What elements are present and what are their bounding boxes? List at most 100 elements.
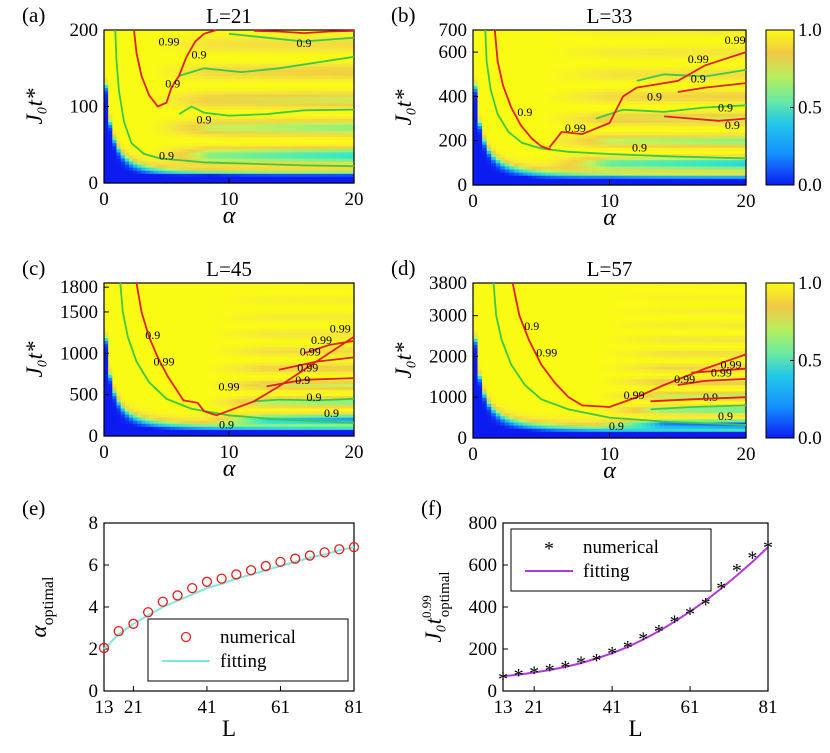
heatmap-cell bbox=[329, 54, 334, 59]
heatmap-cell bbox=[559, 88, 565, 93]
heatmap-cell bbox=[577, 119, 583, 124]
heatmap-cell bbox=[320, 72, 326, 77]
heatmap-cell bbox=[170, 78, 176, 83]
heatmap-cell bbox=[279, 33, 284, 37]
heatmap-cell bbox=[220, 158, 226, 163]
heatmap-cell bbox=[220, 36, 226, 40]
heatmap-cell bbox=[195, 155, 201, 160]
heatmap-cell bbox=[320, 36, 326, 40]
heatmap-cell bbox=[287, 121, 293, 126]
heatmap-cell bbox=[137, 176, 143, 181]
heatmap-cell bbox=[595, 163, 601, 167]
heatmap-cell bbox=[636, 113, 642, 118]
heatmap-cell bbox=[541, 113, 547, 118]
heatmap-cell bbox=[262, 100, 268, 105]
heatmap-cell bbox=[577, 48, 583, 53]
heatmap-cell bbox=[554, 175, 561, 180]
heatmap-cell bbox=[166, 30, 172, 34]
heatmap-cell bbox=[224, 121, 230, 126]
heatmap-cell bbox=[270, 115, 276, 120]
heatmap-cell bbox=[636, 129, 642, 133]
heatmap-cell bbox=[541, 160, 547, 164]
heatmap-cell bbox=[112, 88, 118, 92]
heatmap-cell bbox=[527, 178, 533, 183]
heatmap-cell bbox=[550, 48, 556, 53]
heatmap-cell bbox=[258, 109, 263, 114]
heatmap-cell bbox=[536, 138, 542, 143]
heatmap-cell bbox=[295, 82, 301, 86]
heatmap-cell bbox=[216, 134, 222, 138]
heatmap-cell bbox=[324, 161, 330, 166]
heatmap-cell bbox=[614, 116, 620, 121]
heatmap-cell bbox=[224, 94, 230, 98]
heatmap-cell bbox=[133, 103, 138, 108]
heatmap-cell bbox=[614, 39, 620, 43]
heatmap-cell bbox=[295, 36, 301, 40]
heatmap-cell bbox=[604, 172, 611, 177]
heatmap-cell bbox=[577, 51, 583, 56]
heatmap-cell bbox=[518, 138, 524, 143]
heatmap-cell bbox=[133, 30, 138, 34]
heatmap-cell bbox=[345, 170, 351, 175]
heatmap-cell bbox=[154, 158, 159, 163]
heatmap-cell bbox=[316, 179, 322, 184]
heatmap-cell bbox=[141, 88, 147, 92]
heatmap-cell bbox=[333, 134, 338, 138]
heatmap-cell bbox=[183, 42, 188, 46]
heatmap-cell bbox=[473, 144, 479, 149]
heatmap-cell bbox=[229, 130, 234, 135]
heatmap-cell bbox=[145, 30, 151, 34]
heatmap-cell bbox=[591, 157, 597, 161]
heatmap-cell bbox=[509, 141, 515, 146]
heatmap-cell bbox=[504, 39, 510, 43]
heatmap-cell bbox=[545, 30, 551, 34]
heatmap-cell bbox=[604, 178, 611, 183]
heatmap-cell bbox=[541, 42, 547, 47]
heatmap-cell bbox=[216, 106, 222, 111]
heatmap-cell bbox=[316, 88, 322, 92]
heatmap-cell bbox=[491, 157, 497, 161]
heatmap-cell bbox=[208, 140, 213, 144]
heatmap-cell bbox=[333, 106, 338, 111]
heatmap-cell bbox=[527, 160, 533, 164]
heatmap-cell bbox=[329, 51, 334, 56]
heatmap-cell bbox=[577, 64, 583, 68]
heatmap-cell bbox=[183, 36, 188, 40]
heatmap-cell bbox=[312, 51, 318, 56]
heatmap-cell bbox=[245, 155, 251, 160]
heatmap-cell bbox=[316, 127, 322, 132]
heatmap-cell bbox=[518, 76, 524, 81]
heatmap-cell bbox=[564, 98, 570, 102]
heatmap-cell bbox=[513, 138, 520, 143]
heatmap-cell bbox=[559, 147, 565, 152]
heatmap-cell bbox=[149, 42, 155, 46]
heatmap-cell bbox=[299, 91, 305, 95]
heatmap-cell bbox=[174, 152, 180, 157]
heatmap-cell bbox=[129, 85, 134, 89]
heatmap-cell bbox=[254, 134, 259, 138]
heatmap-cell bbox=[283, 78, 288, 83]
heatmap-cell bbox=[129, 109, 134, 114]
heatmap-cell bbox=[532, 129, 538, 133]
heatmap-cell bbox=[623, 98, 629, 102]
heatmap-cell bbox=[299, 134, 305, 138]
heatmap-cell bbox=[536, 54, 542, 59]
heatmap-cell bbox=[324, 72, 330, 77]
heatmap-cell bbox=[559, 126, 565, 130]
heatmap-cell bbox=[545, 88, 551, 93]
heatmap-cell bbox=[632, 169, 638, 174]
heatmap-cell bbox=[291, 161, 297, 166]
heatmap-cell bbox=[500, 110, 506, 115]
heatmap-cell bbox=[229, 91, 234, 95]
heatmap-cell bbox=[274, 78, 280, 83]
heatmap-cell bbox=[179, 97, 184, 101]
heatmap-cell bbox=[500, 73, 506, 78]
heatmap-cell bbox=[604, 48, 611, 53]
heatmap-cell bbox=[586, 175, 592, 180]
heatmap-cell bbox=[108, 167, 113, 172]
heatmap-cell bbox=[329, 82, 334, 86]
heatmap-cell bbox=[220, 106, 226, 111]
heatmap-cell bbox=[559, 33, 565, 37]
heatmap-cell bbox=[641, 45, 647, 50]
heatmap-cell bbox=[324, 118, 330, 123]
